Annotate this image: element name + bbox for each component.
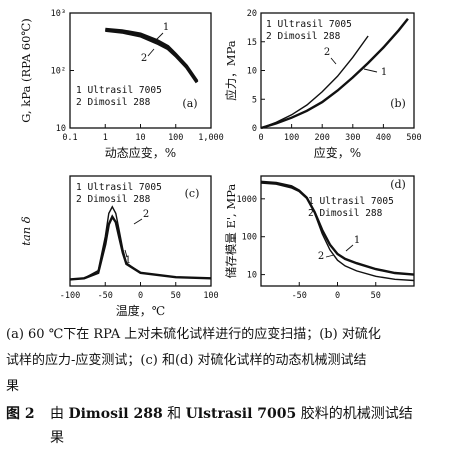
x-tick-label: 50 [371, 291, 381, 301]
y-tick-label: 10² [51, 67, 66, 77]
legend-entry: 2 Dimosil 288 [76, 97, 151, 108]
x-tick-label: 500 [406, 133, 421, 143]
figure-title: 图 2 由 Dimosil 288 和 Ulstrasil 7005 胶料的机械测… [6, 402, 454, 450]
series-line-2 [105, 28, 199, 84]
callout-leader [330, 57, 337, 65]
x-tick-label: 100 [284, 133, 299, 143]
y-tick-label: 10 [247, 271, 257, 281]
callout-leader [147, 48, 155, 57]
series-line-2 [260, 35, 369, 129]
chart-panel-4: -50 0 50 10 100 1000 (d) 储存模量 E', MPa [224, 175, 415, 301]
curve-number-label: 2 [318, 251, 324, 262]
panel-label: (b) [390, 97, 406, 110]
y-axis-label: tan δ [19, 216, 33, 246]
x-tick-label: 0.1 [62, 133, 77, 143]
callout-leader [133, 218, 143, 225]
figure-subcaption: (a) 60 ℃下在 RPA 上对未硫化试样进行的应变扫描；(b) 对硫化 试样… [6, 322, 454, 400]
legend-entry: 1 Ultrasil 7005 [266, 19, 352, 30]
x-tick-label: 1 [103, 133, 108, 143]
series-line-1 [69, 214, 212, 281]
x-tick-label: 0 [138, 291, 143, 301]
panel-label: (c) [185, 187, 200, 200]
legend-entry: 1 Ultrasil 7005 [76, 85, 162, 96]
curve-number-label: 2 [141, 53, 147, 64]
panel-label: (a) [182, 97, 197, 110]
series-line-1 [105, 27, 199, 83]
y-tick-label: 1000 [237, 195, 257, 205]
curve-number-label: 1 [125, 255, 131, 266]
callout-leader [345, 244, 354, 252]
curve-number-label: 1 [163, 22, 169, 33]
panel-label: (d) [390, 178, 406, 191]
figure-number: 图 2 [6, 406, 35, 422]
x-tick-label: 300 [345, 133, 360, 143]
title-material-1: Dimosil 288 [68, 406, 163, 422]
title-part: 胶料的机械测试结 [296, 406, 413, 422]
subcaption-line-3: 果 [6, 379, 20, 394]
legend-entry: 1 Ultrasil 7005 [76, 182, 162, 193]
y-tick-label: 15 [247, 38, 257, 48]
title-material-2: Ulstrasil 7005 [185, 406, 297, 422]
legend-entry: 2 Dimosil 288 [266, 31, 341, 42]
x-tick-label: 0 [335, 291, 340, 301]
y-axis-label: 储存模量 E', MPa [224, 184, 238, 279]
callout-leader [154, 32, 164, 42]
x-tick-label: 100 [203, 291, 218, 301]
x-tick-label: -100 [60, 291, 80, 301]
curve-number-label: 2 [143, 209, 149, 220]
curve-number-label: 1 [381, 67, 387, 78]
y-tick-label: 100 [242, 233, 257, 243]
callout-leader [325, 254, 335, 258]
title-continuation: 果 [50, 430, 64, 446]
y-tick-label: 10 [247, 67, 257, 77]
y-tick-label: 5 [252, 95, 257, 105]
y-tick-label: 0 [252, 124, 257, 134]
x-tick-label: 1,000 [198, 133, 224, 143]
legend-entry: 1 Ultrasil 7005 [308, 196, 394, 207]
y-tick-label: 10³ [51, 9, 66, 19]
y-axis-label: 应力，MPa [224, 40, 238, 100]
chart-panel-1: 0.1 1 10 100 1,000 10 10² 10³ (a) 动态应变，% G, kPa (R… [19, 9, 224, 160]
x-axis-label: 应变，% [314, 145, 361, 160]
callout-leader [363, 68, 378, 73]
subcaption-line-1: (a) 60 ℃下在 RPA 上对未硫化试样进行的应变扫描；(b) 对硫化 [6, 327, 381, 342]
title-part: 由 [50, 406, 69, 422]
x-tick-label: 200 [315, 133, 330, 143]
y-axis-label: G, kPa (RPA 60℃) [19, 18, 33, 123]
x-tick-label: 10 [135, 133, 145, 143]
x-tick-label: -50 [98, 291, 113, 301]
series-line-1 [260, 18, 409, 130]
subcaption-line-2: 试样的应力-应变测试；(c) 和(d) 对硫化试样的动态机械测试结 [6, 353, 367, 368]
y-tick-label: 20 [247, 9, 257, 19]
title-part: 和 [162, 406, 186, 422]
callout-leader [124, 249, 128, 258]
x-axis-label: 温度，℃ [116, 303, 165, 318]
y-tick-label: 10 [56, 124, 66, 134]
x-tick-label: -50 [292, 291, 307, 301]
plot-frame [260, 175, 415, 287]
curve-number-label: 1 [354, 235, 360, 246]
series-line-1 [260, 181, 415, 276]
x-tick-label: 50 [171, 291, 181, 301]
series-line-2 [69, 205, 212, 281]
x-axis-label: 动态应变，% [105, 145, 176, 160]
legend-entry: 2 Dimosil 288 [308, 208, 383, 219]
chart-panel-2: 0 100 200 300 400 500 0 5 10 15 20 (b) 应变，% 应力，MPa [224, 9, 422, 160]
x-tick-label: 400 [376, 133, 391, 143]
x-tick-label: 0 [258, 133, 263, 143]
series-line-2 [260, 180, 415, 282]
curve-number-label: 2 [324, 47, 330, 58]
x-tick-label: 100 [168, 133, 183, 143]
chart-panel-3: -100 -50 0 50 100 (c) 温度，℃ tan δ [19, 175, 219, 318]
legend-entry: 2 Dimosil 288 [76, 194, 151, 205]
